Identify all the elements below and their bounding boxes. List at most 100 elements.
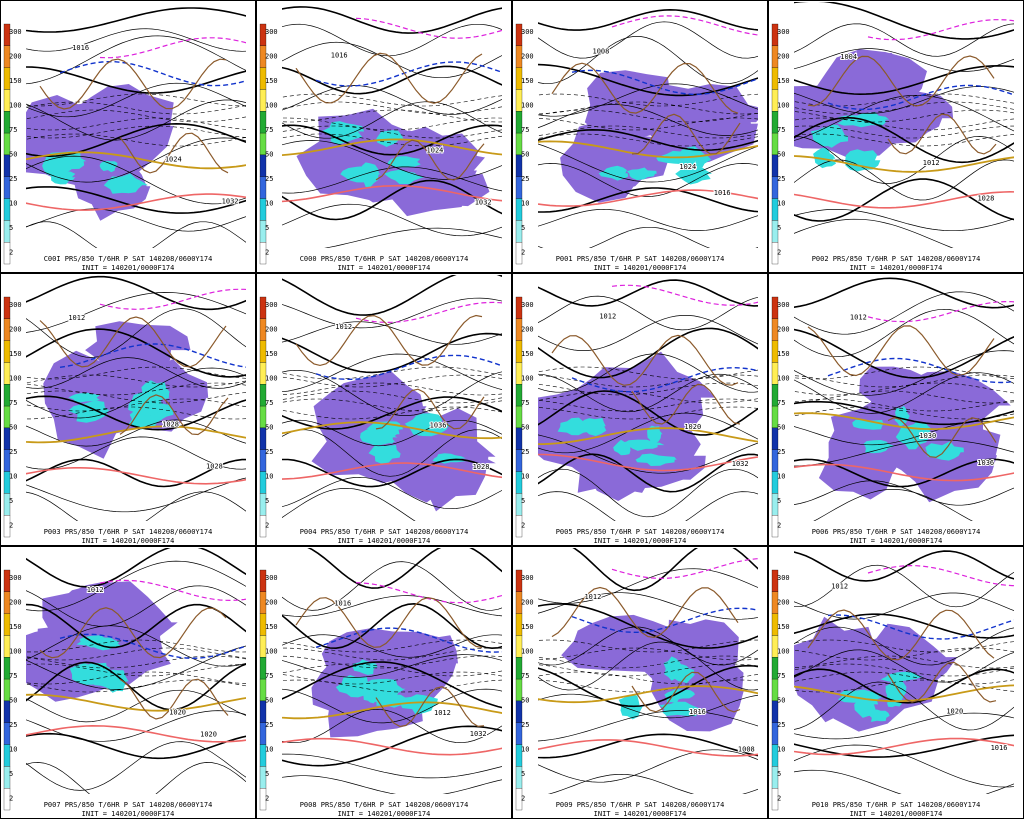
coastline — [551, 586, 739, 639]
panel-title: P003 PRS/850 T/6HR P SAT 140208/0600Y174 — [44, 528, 213, 536]
coastline — [39, 316, 227, 368]
colorbar-label: 50 — [521, 697, 529, 705]
isobar — [26, 99, 246, 141]
coastline — [807, 609, 995, 661]
contour-label: 1020 — [200, 731, 217, 739]
colorbar-label: 5 — [521, 770, 525, 778]
heavy-precip — [368, 445, 401, 464]
isobar — [26, 122, 246, 158]
colorbar-label: 5 — [777, 224, 781, 232]
isobar — [538, 592, 758, 620]
coastline — [375, 388, 485, 430]
coastline — [119, 132, 229, 174]
isobar — [26, 419, 246, 447]
colorbar-label: 10 — [265, 200, 273, 208]
contour-label: 1032 — [475, 199, 492, 207]
isobar — [282, 775, 502, 794]
panel-title: P007 PRS/850 T/6HR P SAT 140208/0600Y174 — [44, 801, 213, 809]
isotherm-magenta — [99, 288, 246, 310]
isobar — [794, 681, 1014, 731]
map: 1012 1036 1028 — [282, 275, 502, 521]
isotherm-magenta — [611, 15, 758, 36]
contour-label: 1012 — [831, 582, 848, 590]
colorbar-label: 5 — [265, 224, 269, 232]
colorbar-label: 5 — [9, 770, 13, 778]
colorbar-label: 5 — [9, 497, 13, 505]
thickness — [26, 382, 246, 396]
thickness — [26, 679, 246, 693]
colorbar-segment — [3, 242, 11, 265]
coastline — [631, 671, 741, 713]
isotherm-magenta — [355, 301, 502, 324]
heavy-precip — [577, 418, 607, 436]
contour-label: 1016 — [331, 51, 348, 59]
colorbar-label: 10 — [777, 746, 785, 754]
freezing-line — [538, 427, 758, 445]
contour-label: 1012 — [434, 709, 451, 717]
isobar — [282, 203, 502, 237]
isobar — [794, 564, 1014, 608]
contour-label: 1032 — [732, 460, 749, 468]
colorbar-label: 200 — [521, 599, 534, 607]
thickness — [794, 93, 1014, 107]
isobar — [538, 568, 758, 604]
panel-init: INIT = 140201/0000F174 — [594, 810, 687, 818]
panel-title: P009 PRS/850 T/6HR P SAT 140208/0600Y174 — [556, 801, 725, 809]
isobar — [282, 6, 502, 34]
colorbar-label: 300 — [265, 574, 278, 582]
isobar — [282, 124, 502, 156]
colorbar-segment — [259, 515, 267, 538]
isobar — [282, 179, 502, 221]
coastline — [551, 334, 739, 386]
thickness — [794, 398, 1014, 412]
isotherm-red — [26, 724, 246, 743]
map: 1012 1028 1028 — [26, 275, 246, 521]
isobar — [538, 491, 758, 521]
colorbar-label: 50 — [9, 697, 17, 705]
contour-label: 1036 — [430, 421, 447, 429]
colorbar-label: 300 — [521, 301, 534, 309]
panel-init: INIT = 140201/0000F174 — [594, 264, 687, 272]
contour-label: 1012 — [850, 313, 867, 321]
colorbar-label: 100 — [521, 102, 534, 110]
precip-area — [567, 132, 657, 198]
thickness — [794, 655, 1014, 669]
heavy-precip — [128, 392, 163, 417]
isobar — [26, 732, 246, 760]
contour-label: 1020 — [684, 423, 701, 431]
panel-init: INIT = 140201/0000F174 — [82, 264, 175, 272]
isotherm-red — [538, 739, 758, 757]
isobar — [794, 64, 1014, 96]
colorbar-label: 2 — [777, 522, 781, 530]
thickness — [794, 109, 1014, 123]
colorbar-label: 75 — [521, 672, 529, 680]
colorbar-label: 150 — [265, 623, 278, 631]
thickness — [794, 639, 1014, 653]
panel: 1012 1036 1028 300 200 150 100 75 50 25 10 5 2 P004 P… — [256, 273, 512, 546]
colorbar-label: 100 — [9, 375, 22, 383]
isobar — [538, 733, 758, 759]
freezing-line — [26, 693, 246, 712]
contour-label: 1016 — [689, 708, 706, 716]
colorbar-label: 150 — [521, 623, 534, 631]
panel-title: P004 PRS/850 T/6HR P SAT 140208/0600Y174 — [300, 528, 469, 536]
colorbar-label: 75 — [265, 672, 273, 680]
thickness — [282, 101, 502, 115]
colorbar-label: 150 — [777, 350, 790, 358]
isobar — [794, 136, 1014, 184]
colorbar-label: 10 — [521, 473, 529, 481]
isobar — [282, 353, 502, 393]
colorbar-label: 2 — [9, 249, 13, 257]
isobar — [282, 654, 502, 678]
colorbar-label: 150 — [9, 77, 22, 85]
isotherm-magenta — [99, 37, 246, 59]
colorbar-label: 5 — [777, 770, 781, 778]
panel-init: INIT = 140201/0000F174 — [594, 537, 687, 545]
colorbar-label: 100 — [521, 648, 534, 656]
colorbar-label: 25 — [777, 448, 785, 456]
colorbar-label: 75 — [777, 399, 785, 407]
isobar — [307, 548, 502, 589]
thickness — [26, 374, 246, 388]
map: 1016 1024 1032 — [282, 6, 502, 248]
